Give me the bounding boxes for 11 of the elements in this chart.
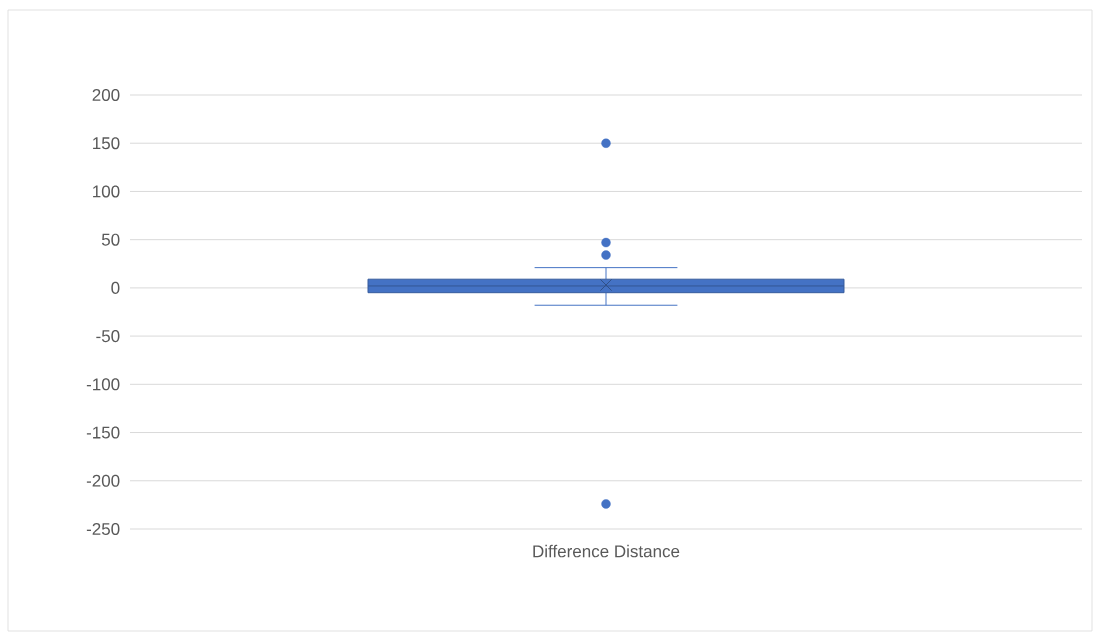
y-tick-label: 100 <box>93 185 120 198</box>
y-tick-label: -250 <box>86 522 120 536</box>
y-tick-label: 200 <box>92 88 120 102</box>
y-tick-label: 0 <box>111 281 120 294</box>
y-tick-label: -50 <box>96 330 120 343</box>
x-tick-label: Difference Distance <box>533 544 680 558</box>
y-tick-label: -150 <box>86 426 120 439</box>
y-tick-label: 50 <box>101 233 120 246</box>
y-tick-label: -200 <box>86 474 120 487</box>
y-tick-label: -100 <box>86 378 120 391</box>
y-tick-label: 150 <box>93 137 120 150</box>
